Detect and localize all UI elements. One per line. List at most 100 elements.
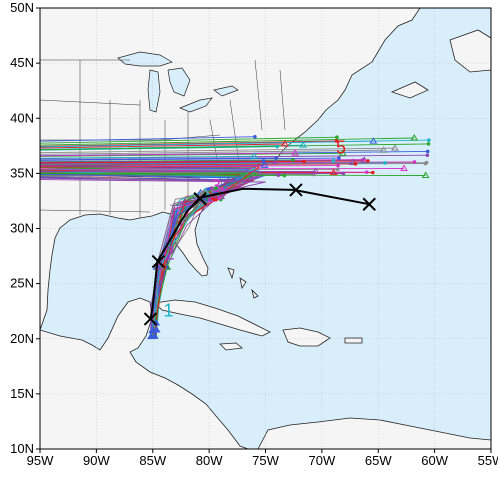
jamaica-land <box>219 342 243 351</box>
x-tick-label: 80W <box>196 453 223 468</box>
ensemble-marker <box>426 142 431 146</box>
ensemble-marker <box>364 170 369 174</box>
ensemble-marker <box>360 156 369 163</box>
ensemble-marker <box>334 139 339 143</box>
ensemble-marker <box>291 158 295 162</box>
ensemble-marker <box>400 164 408 172</box>
ensemble-marker <box>211 197 216 202</box>
day-labels: 1 2 3 5 <box>164 138 347 321</box>
observed-x-mark <box>193 192 207 206</box>
ensemble-marker <box>366 159 370 163</box>
y-tick-label: 10N <box>10 441 34 456</box>
ensemble-marker <box>260 161 269 168</box>
y-tick-label: 15N <box>10 386 34 401</box>
ensemble-marker <box>213 186 218 191</box>
observed-track-markers <box>143 183 376 326</box>
day-label: 5 <box>336 138 346 158</box>
ensemble-marker <box>217 196 222 201</box>
ensemble-track <box>40 139 429 339</box>
south-america-land <box>257 417 491 449</box>
great-lakes <box>117 51 239 113</box>
y-tick-label: 50N <box>10 0 34 15</box>
ensemble-marker <box>341 171 346 176</box>
x-tick-label: 60W <box>421 453 448 468</box>
ensemble-marker <box>220 187 224 191</box>
ensemble-marker <box>425 153 430 157</box>
ensemble-marker <box>412 160 417 164</box>
x-tick-label: 65W <box>365 453 392 468</box>
observed-x-mark <box>151 254 166 269</box>
ensemble-marker <box>299 141 307 148</box>
day-label: 1 <box>164 301 174 321</box>
x-tick-label: 75W <box>252 453 279 468</box>
observed-track-line <box>149 187 370 320</box>
ensemble-marker <box>281 140 289 147</box>
ensemble-marker <box>371 170 375 175</box>
ensemble-marker <box>214 189 219 194</box>
ensemble-start-marker <box>152 325 161 333</box>
bahamas-land <box>227 267 259 299</box>
ensemble-marker <box>338 149 347 156</box>
ensemble-marker <box>421 171 430 179</box>
ensemble-start-marker <box>147 332 155 340</box>
ensemble-marker <box>282 173 287 178</box>
x-tick-label: 85W <box>139 453 166 468</box>
ensemble-track <box>40 170 316 339</box>
y-tick-label: 30N <box>10 221 34 236</box>
lake-michigan <box>147 69 161 113</box>
day-label: 3 <box>211 176 221 196</box>
ensemble-marker <box>253 134 257 139</box>
y-tick-label: 20N <box>10 331 34 346</box>
ensemble-marker <box>391 144 399 151</box>
ensemble-marker <box>336 163 340 168</box>
ensemble-marker <box>209 186 214 190</box>
y-tick-label: 45N <box>10 55 34 70</box>
newfoundland-land <box>449 29 491 73</box>
ensemble-marker <box>274 156 278 160</box>
x-tick-label: 90W <box>83 453 110 468</box>
ensemble-marker <box>423 161 428 166</box>
ensemble-marker <box>250 152 259 159</box>
puerto-rico-land <box>344 337 363 344</box>
ensemble-marker <box>272 160 277 165</box>
ensemble-marker <box>383 161 387 165</box>
ensemble-marker <box>335 135 339 139</box>
ensemble-marker <box>337 156 341 160</box>
ensemble-marker <box>331 158 336 163</box>
ensemble-marker <box>276 173 281 177</box>
x-axis: 95W 90W 85W 80W 75W 70W 65W 60W 55W <box>27 449 498 468</box>
observed-x-mark <box>362 197 376 211</box>
y-tick-label: 40N <box>10 110 34 125</box>
ensemble-marker <box>410 133 419 141</box>
day-label: 2 <box>165 243 175 263</box>
ensemble-marker <box>349 158 357 165</box>
ensemble-marker <box>291 149 300 156</box>
ensemble-marker <box>427 138 431 142</box>
ensemble-marker <box>204 194 212 202</box>
observed-x-mark <box>289 183 303 197</box>
x-tick-label: 95W <box>27 453 54 468</box>
ensemble-marker <box>335 167 340 172</box>
ensemble-marker <box>369 137 378 144</box>
x-tick-label: 55W <box>478 453 498 468</box>
ensemble-marker <box>329 168 338 176</box>
ensemble-marker <box>207 187 211 191</box>
ensemble-start-marker <box>148 326 157 334</box>
lake-huron <box>167 67 191 97</box>
y-tick-label: 35N <box>10 165 34 180</box>
observed-x-mark <box>143 312 158 326</box>
lake-ontario <box>213 85 239 97</box>
ensemble-marker <box>275 144 279 149</box>
nova-scotia-land <box>390 81 429 99</box>
ensemble-marker <box>425 149 430 154</box>
ensemble-marker <box>379 146 388 153</box>
x-tick-label: 70W <box>309 453 336 468</box>
ensemble-marker <box>353 162 358 166</box>
central-america-land <box>40 297 249 449</box>
lake-superior <box>117 51 173 67</box>
cuba-land <box>154 299 271 337</box>
hispaniola-land <box>282 327 331 347</box>
ensemble-marker <box>311 167 320 174</box>
